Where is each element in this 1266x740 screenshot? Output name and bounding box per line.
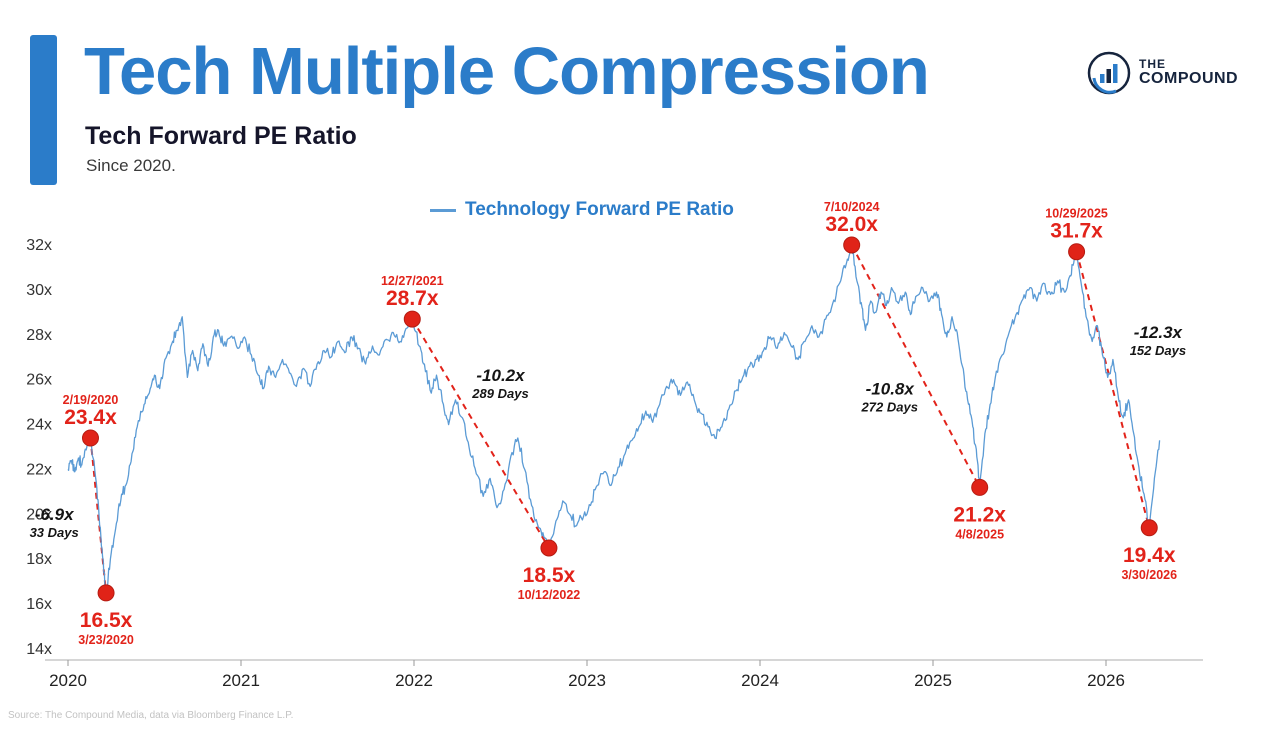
y-axis-label: 22x: [26, 461, 52, 478]
pe-ratio-chart: 2020 2021 2022 2023 2024 2025 2026 32x 30x 28x 26x…: [26, 200, 1203, 690]
point-date-label: 3/23/2020: [78, 633, 134, 647]
drawdown-change-label: -6.9x: [35, 505, 75, 524]
drawdown-duration-label: 33 Days: [30, 525, 79, 540]
point-value-label: 16.5x: [80, 609, 133, 632]
drawdown-change-label: -12.3x: [1134, 323, 1184, 342]
point-date-label: 7/10/2024: [824, 200, 880, 214]
y-axis-label: 18x: [26, 551, 52, 568]
drawdown-point-dot: [1068, 243, 1086, 261]
pe-ratio-line: [67, 244, 1161, 594]
drawdown-dashed-line: [89, 437, 108, 593]
drawdown-point-dot: [97, 584, 115, 602]
drawdown-dashed-line: [1075, 251, 1151, 529]
x-axis-label: 2026: [1087, 671, 1125, 690]
logo-word-compound: COMPOUND: [1139, 69, 1239, 87]
compound-logo: THE COMPOUND: [1086, 50, 1238, 96]
drawdown-change-label: -10.8x: [866, 379, 916, 398]
drawdown-duration-label: 289 Days: [471, 386, 528, 401]
y-axis-label: 30x: [26, 282, 52, 299]
drawdown-duration-label: 272 Days: [861, 399, 918, 414]
point-value-label: 28.7x: [386, 287, 439, 310]
point-date-label: 4/8/2025: [955, 527, 1004, 541]
y-axis-label: 28x: [26, 327, 52, 344]
y-axis-label: 26x: [26, 372, 52, 389]
point-value-label: 18.5x: [523, 564, 576, 587]
drawdown-duration-label: 152 Days: [1130, 343, 1186, 358]
drawdown-point-dot: [81, 429, 99, 447]
drawdown-change-label: -10.2x: [476, 366, 526, 385]
y-axis-label: 14x: [26, 641, 52, 658]
point-date-label: 2/19/2020: [63, 393, 119, 407]
legend-line-swatch: [430, 208, 456, 212]
point-value-label: 31.7x: [1050, 220, 1103, 243]
x-axis-label: 2024: [741, 671, 779, 690]
x-axis-label: 2021: [222, 671, 260, 690]
point-date-label: 10/29/2025: [1045, 207, 1108, 221]
drawdown-point-dot: [540, 539, 558, 557]
point-value-label: 23.4x: [64, 406, 117, 429]
point-value-label: 21.2x: [953, 503, 1006, 526]
drawdown-point-dot: [1140, 519, 1158, 537]
x-axis-label: 2020: [49, 671, 87, 690]
title-accent-bar: [30, 35, 57, 185]
point-date-label: 12/27/2021: [381, 274, 444, 288]
point-date-label: 10/12/2022: [518, 588, 581, 602]
y-axis-label: 32x: [26, 237, 52, 254]
point-value-label: 32.0x: [825, 213, 878, 236]
point-date-label: 3/30/2026: [1121, 568, 1177, 582]
source-note: Source: The Compound Media, data via Blo…: [8, 710, 294, 721]
chart-tagline: Since 2020.: [86, 156, 176, 175]
x-axis-label: 2023: [568, 671, 606, 690]
drawdown-point-dot: [971, 478, 989, 496]
y-axis-label: 24x: [26, 417, 52, 434]
y-axis-label: 16x: [26, 596, 52, 613]
drawdown-dashed-line: [850, 244, 981, 488]
compound-logo-icon: [1087, 51, 1131, 95]
drawdown-dashed-line: [411, 318, 550, 549]
drawdown-point-dot: [843, 236, 861, 254]
chart-legend: Technology Forward PE Ratio: [430, 199, 734, 221]
page-title: Tech Multiple Compression: [84, 34, 930, 109]
drawdown-point-dot: [403, 310, 421, 328]
chart-subtitle: Tech Forward PE Ratio: [85, 122, 357, 150]
point-value-label: 19.4x: [1123, 544, 1176, 567]
logo-word-the: THE: [1139, 57, 1166, 72]
y-axis-label: 20x: [26, 506, 52, 523]
x-axis-label: 2025: [914, 671, 952, 690]
x-axis-label: 2022: [395, 671, 433, 690]
legend-series-label: Technology Forward PE Ratio: [465, 199, 734, 220]
compound-logo-text: THE COMPOUND: [1139, 58, 1238, 87]
